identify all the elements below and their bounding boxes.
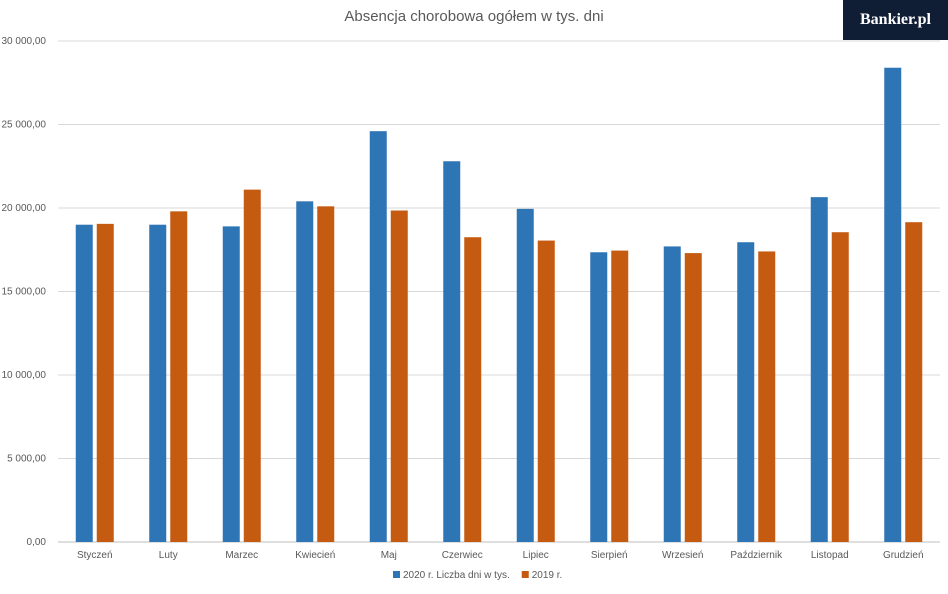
- bar-2020-1: [149, 224, 167, 542]
- x-tick-label: Lipiec: [523, 550, 549, 561]
- y-tick-label: 5 000,00: [7, 454, 46, 465]
- y-tick-label: 30 000,00: [2, 36, 47, 47]
- bar-2019-9: [758, 251, 776, 543]
- bar-2019-10: [831, 232, 849, 542]
- bar-2019-5: [464, 237, 482, 542]
- x-tick-label: Kwiecień: [295, 550, 335, 561]
- bar-2020-7: [590, 252, 608, 542]
- legend-label: 2019 r.: [532, 570, 563, 581]
- x-tick-label: Marzec: [225, 550, 258, 561]
- bar-2019-8: [684, 253, 702, 542]
- x-tick-label: Grudzień: [883, 550, 924, 561]
- bar-2020-5: [443, 161, 461, 543]
- x-tick-label: Październik: [730, 550, 783, 561]
- bar-2019-11: [905, 222, 923, 542]
- x-tick-label: Styczeń: [77, 550, 113, 561]
- y-tick-label: 25 000,00: [2, 120, 47, 131]
- legend-label: 2020 r. Liczba dni w tys.: [403, 570, 510, 581]
- x-axis-ticks: Styczeń Luty Marzec Kwiecień Maj Czerwiec Lipi…: [77, 550, 924, 561]
- bar-2020-11: [884, 67, 902, 542]
- bar-2020-4: [369, 131, 387, 542]
- bar-2019-2: [243, 189, 261, 542]
- bars: [75, 67, 923, 543]
- legend-swatch: [393, 571, 400, 578]
- bar-2019-4: [390, 210, 408, 542]
- bar-2020-2: [222, 226, 240, 542]
- y-axis-ticks: 0,00 5 000,00 10 000,00 15 000,00 20 000,00 2…: [2, 36, 47, 548]
- legend: 2020 r. Liczba dni w tys. 2019 r.: [393, 570, 562, 581]
- bar-2019-0: [96, 223, 114, 543]
- x-tick-label: Luty: [159, 550, 178, 561]
- x-tick-label: Czerwiec: [442, 550, 483, 561]
- y-tick-label: 15 000,00: [2, 287, 47, 298]
- bar-2020-6: [516, 208, 534, 542]
- x-tick-label: Sierpień: [591, 550, 628, 561]
- bar-2019-1: [170, 211, 188, 542]
- bar-2019-3: [317, 206, 335, 542]
- x-tick-label: Wrzesień: [662, 550, 704, 561]
- bar-2020-3: [296, 201, 314, 542]
- bar-2019-7: [611, 250, 629, 542]
- chart-title: Absencja chorobowa ogółem w tys. dni: [344, 8, 604, 25]
- y-tick-label: 20 000,00: [2, 203, 47, 214]
- bar-2020-8: [663, 246, 681, 542]
- bar-2020-0: [75, 224, 93, 542]
- bar-2019-6: [537, 240, 555, 542]
- x-tick-label: Maj: [381, 550, 397, 561]
- gridlines: [58, 40, 940, 543]
- legend-swatch: [521, 571, 529, 578]
- y-tick-label: 0,00: [27, 537, 47, 548]
- bar-2020-9: [737, 242, 755, 543]
- x-tick-label: Listopad: [811, 550, 849, 561]
- y-tick-label: 10 000,00: [2, 370, 47, 381]
- bankier-logo: Bankier.pl: [843, 0, 948, 40]
- bar-2020-10: [810, 197, 828, 542]
